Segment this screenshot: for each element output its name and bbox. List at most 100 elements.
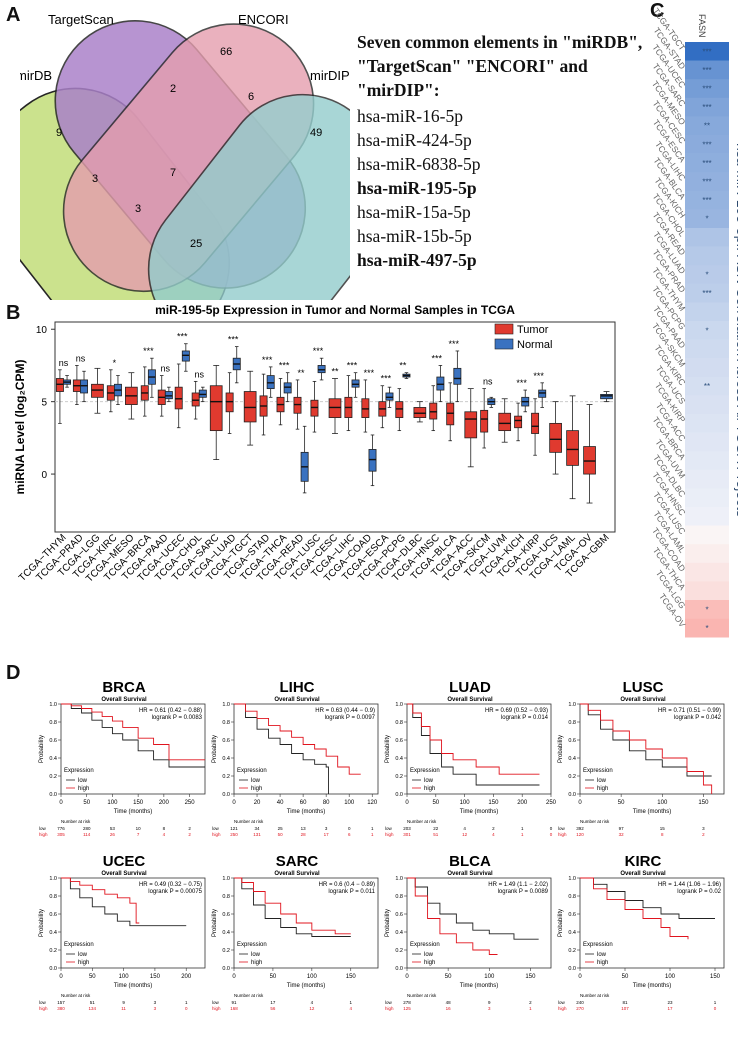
- km-title: BRCA: [102, 679, 145, 696]
- significance-label: ns: [194, 369, 204, 379]
- km-x-tick-label: 100: [665, 974, 676, 980]
- km-risk-low-label: low: [385, 1000, 393, 1005]
- km-frame: [406, 703, 552, 795]
- km-x-tick-label: 0: [405, 800, 409, 806]
- heatmap-cell: [685, 265, 729, 285]
- km-risk-low-value: 240: [576, 1000, 584, 1005]
- km-y-tick-label: 0.8: [395, 894, 403, 900]
- km-x-tick-label: 0: [578, 974, 582, 980]
- significance-label: **: [298, 368, 306, 378]
- km-title: LUSC: [623, 679, 664, 696]
- km-curve-low: [580, 703, 712, 777]
- heatmap-star: *: [705, 605, 708, 614]
- km-risk-low-value: 25: [278, 826, 284, 831]
- km-x-tick-label: 50: [83, 800, 90, 806]
- venn-label-mirdip: mirDIP: [310, 68, 350, 83]
- venn-diagram: TargetScan ENCORI mirDB mirDIP 66 2 9 6 …: [20, 12, 350, 300]
- km-title: BLCA: [449, 853, 491, 870]
- heatmap-cell: [685, 339, 729, 359]
- heatmap-cell: [685, 116, 729, 136]
- km-x-tick-label: 100: [307, 974, 318, 980]
- venn-set-mirdip: [147, 93, 350, 300]
- significance-label: **: [331, 366, 339, 376]
- tumor-box: [378, 385, 387, 429]
- km-risk-high-value: 114: [83, 832, 91, 837]
- km-risk-low-value: 48: [446, 1000, 452, 1005]
- km-xlabel: Time (months): [114, 809, 152, 815]
- km-y-tick-label: 0.0: [395, 966, 403, 972]
- tumor-box: [498, 398, 512, 443]
- km-risk-low-value: 81: [622, 1000, 628, 1005]
- km-risk-high-value: 12: [462, 832, 468, 837]
- km-risk-high-value: 4: [349, 1006, 352, 1011]
- heatmap-cell: [685, 79, 729, 99]
- heatmap-cell: [685, 302, 729, 322]
- heatmap-cell: [685, 190, 729, 210]
- significance-label: ***: [516, 378, 527, 388]
- y-tick-label: 0: [41, 470, 47, 481]
- km-y-tick-label: 0.2: [395, 774, 403, 780]
- boxplot-chart: miR-195-5p Expression in Tumor and Norma…: [13, 303, 616, 585]
- km-x-tick-label: 50: [445, 974, 452, 980]
- km-risk-high-value: 1: [521, 832, 524, 837]
- km-y-tick-label: 0.6: [395, 912, 403, 918]
- mirna-item: hsa-miR-497-5p: [357, 250, 477, 270]
- km-risk-high-value: 125: [403, 1006, 411, 1011]
- km-risk-high-value: 2: [702, 832, 705, 837]
- km-y-tick-label: 0.4: [568, 756, 576, 762]
- heatmap-cell: [685, 283, 729, 303]
- heatmap-star: ***: [702, 196, 711, 205]
- significance-label: ***: [432, 353, 443, 363]
- tumor-box: [225, 372, 234, 434]
- tumor-box: [514, 402, 523, 442]
- normal-box: [521, 389, 530, 413]
- km-y-tick-label: 0.4: [222, 756, 230, 762]
- km-risk-high-value: 7: [137, 832, 140, 837]
- km-risk-low-value: 17: [270, 1000, 276, 1005]
- tumor-box: [361, 379, 370, 433]
- km-y-tick-label: 0.0: [49, 966, 57, 972]
- venn-count-mirdb-targetscan: 3: [92, 173, 98, 185]
- km-y-tick-label: 0.8: [395, 720, 403, 726]
- normal-box: [351, 372, 360, 398]
- km-y-tick-label: 0.2: [49, 948, 57, 954]
- common-elements-box: Seven common elements in "miRDB", "Targe…: [357, 30, 647, 272]
- panel-letter-d: D: [6, 662, 21, 684]
- tumor-box: [55, 369, 64, 424]
- km-risk-high-value: 51: [433, 832, 439, 837]
- km-legend-low: low: [424, 778, 434, 784]
- heatmap-cell: [685, 507, 729, 526]
- km-risk-high-value: 107: [621, 1006, 629, 1011]
- km-x-tick-label: 100: [460, 800, 471, 806]
- legend-tumor-label: Tumor: [517, 324, 549, 336]
- y-tick-label: 5: [41, 398, 47, 409]
- significance-label: ***: [177, 332, 188, 342]
- km-x-tick-label: 200: [517, 800, 528, 806]
- km-y-tick-label: 1.0: [49, 876, 57, 882]
- km-risk-high-value: 0: [550, 832, 553, 837]
- km-subtitle: Overall Survival: [447, 871, 493, 877]
- normal-box: [232, 346, 241, 384]
- mirna-item: hsa-miR-15a-5p: [357, 202, 471, 222]
- venn-count-mirdip-only: 49: [310, 127, 322, 139]
- km-xlabel: Time (months): [114, 983, 152, 989]
- normal-box: [63, 375, 72, 388]
- normal-box: [453, 350, 462, 403]
- km-risk-low-value: 1: [521, 826, 524, 831]
- significance-label: ***: [313, 346, 324, 356]
- km-x-tick-label: 20: [254, 800, 261, 806]
- km-risk-low-value: 2: [492, 826, 495, 831]
- mirna-item: hsa-miR-16-5p: [357, 106, 463, 126]
- km-legend-title: Expression: [237, 768, 267, 774]
- significance-label: ***: [347, 361, 358, 371]
- heatmap-star: *: [705, 215, 708, 224]
- km-curve-low: [234, 877, 351, 937]
- km-ylabel: Probability: [385, 735, 391, 763]
- km-x-tick-label: 150: [698, 800, 709, 806]
- tumor-box: [276, 378, 285, 426]
